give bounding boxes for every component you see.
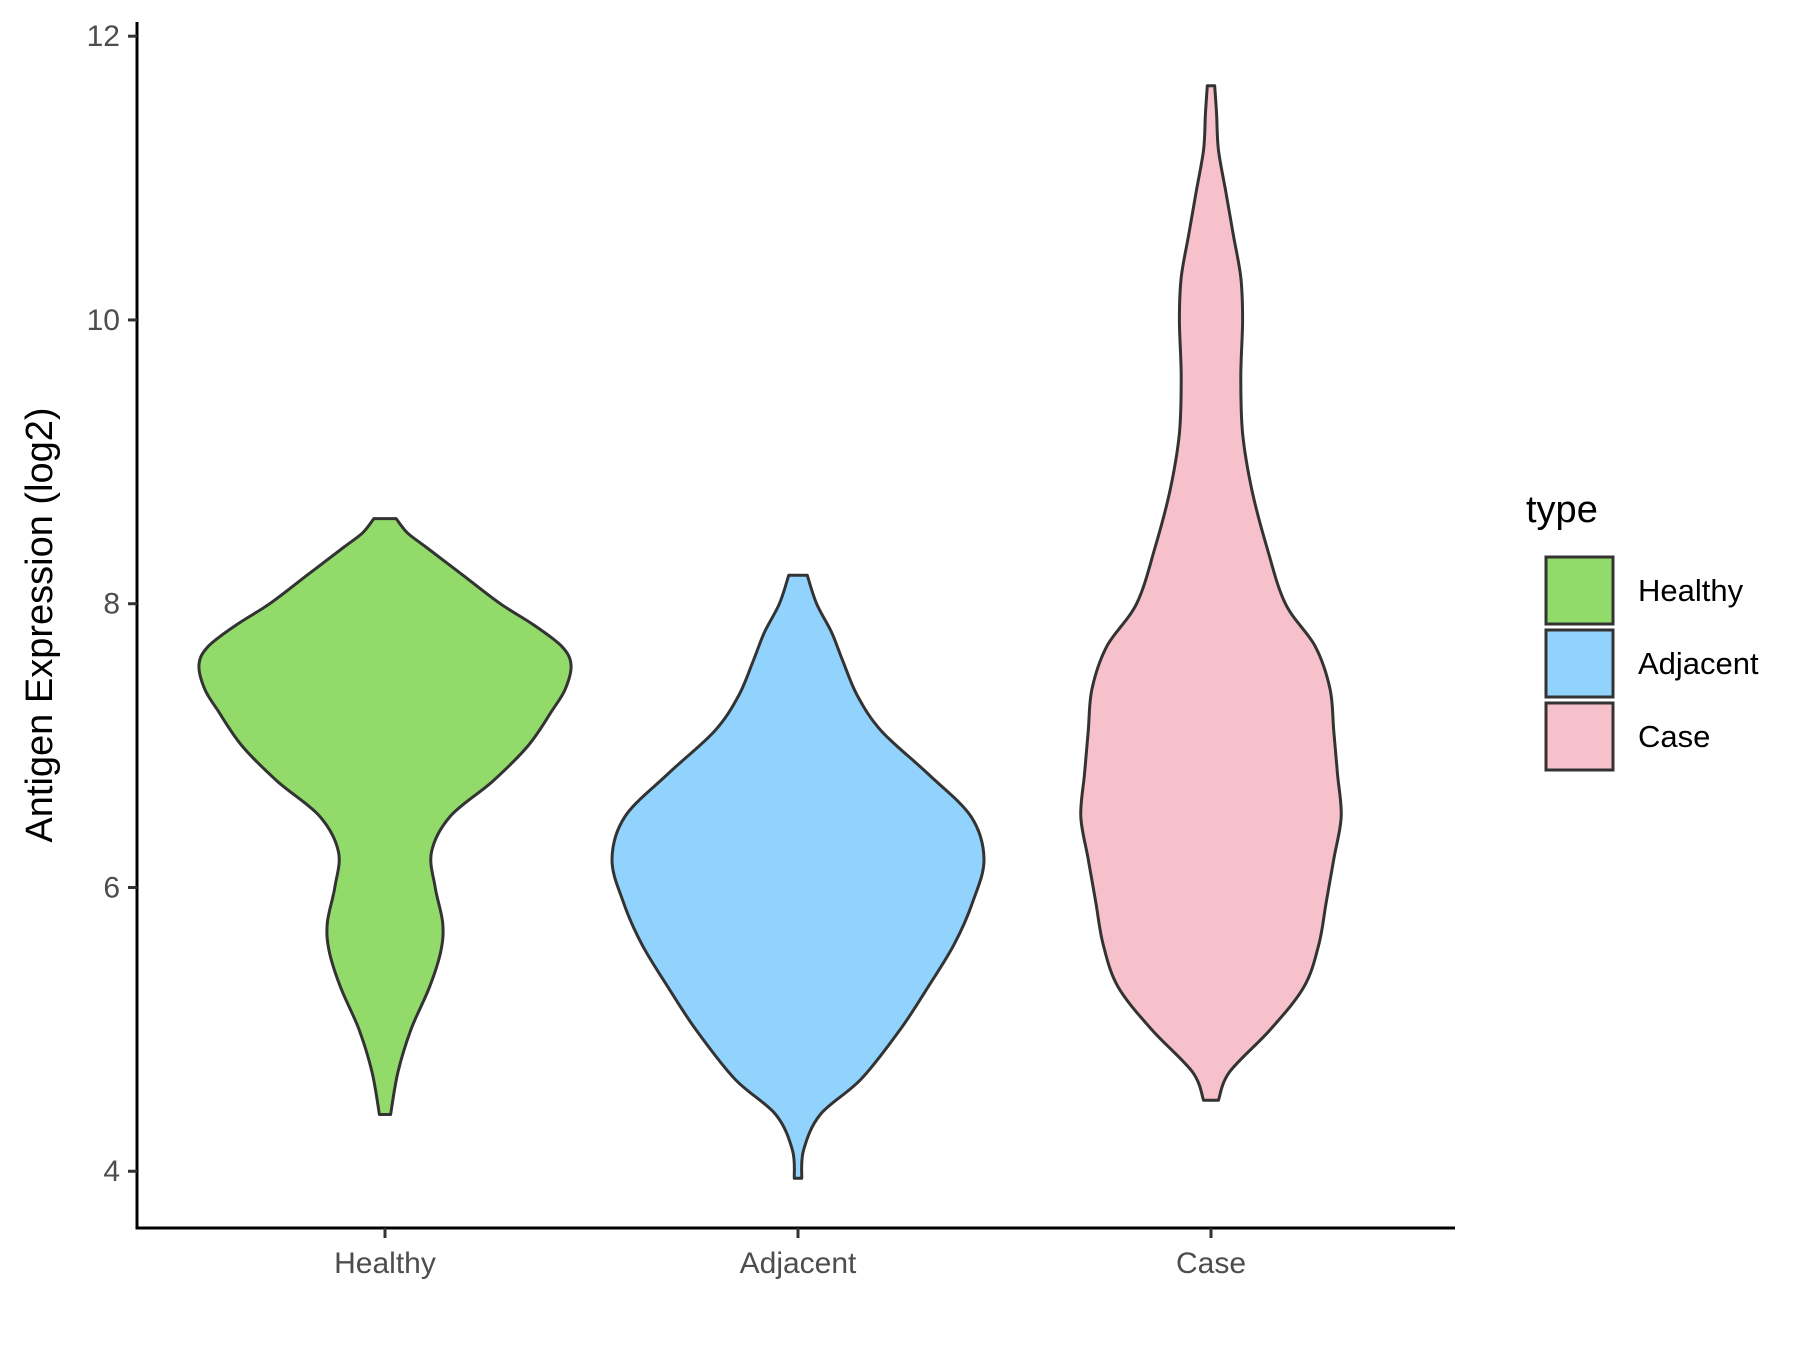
x-tick-label: Adjacent <box>740 1247 857 1280</box>
violin-healthy <box>197 517 573 1116</box>
legend-swatch-healthy <box>1544 555 1615 626</box>
y-ticks: 4 6 8 10 12 <box>87 20 137 1188</box>
legend-items: Healthy Adjacent Case <box>1544 555 1759 772</box>
legend-title: type <box>1526 489 1598 531</box>
legend-label-healthy: Healthy <box>1638 573 1744 608</box>
violin-adjacent <box>610 573 986 1180</box>
y-tick-label: 10 <box>87 304 120 337</box>
y-axis-title: Antigen Expression (log2) <box>19 407 61 842</box>
violins-layer <box>197 84 1343 1180</box>
legend-swatch-case <box>1544 701 1615 772</box>
y-tick-label: 8 <box>103 588 120 621</box>
legend-label-adjacent: Adjacent <box>1638 646 1759 681</box>
legend-swatch-adjacent <box>1544 628 1615 699</box>
legend: type Healthy Adjacent Case <box>1526 489 1759 772</box>
y-tick-label: 12 <box>87 20 120 53</box>
axes-layer <box>135 22 1455 1230</box>
x-ticks: Healthy Adjacent Case <box>334 1228 1246 1280</box>
y-tick-label: 6 <box>103 871 120 904</box>
x-tick-label: Healthy <box>334 1247 436 1280</box>
violin-case <box>1079 84 1343 1102</box>
y-tick-label: 4 <box>103 1155 120 1188</box>
x-tick-label: Case <box>1176 1247 1246 1280</box>
legend-label-case: Case <box>1638 719 1710 754</box>
